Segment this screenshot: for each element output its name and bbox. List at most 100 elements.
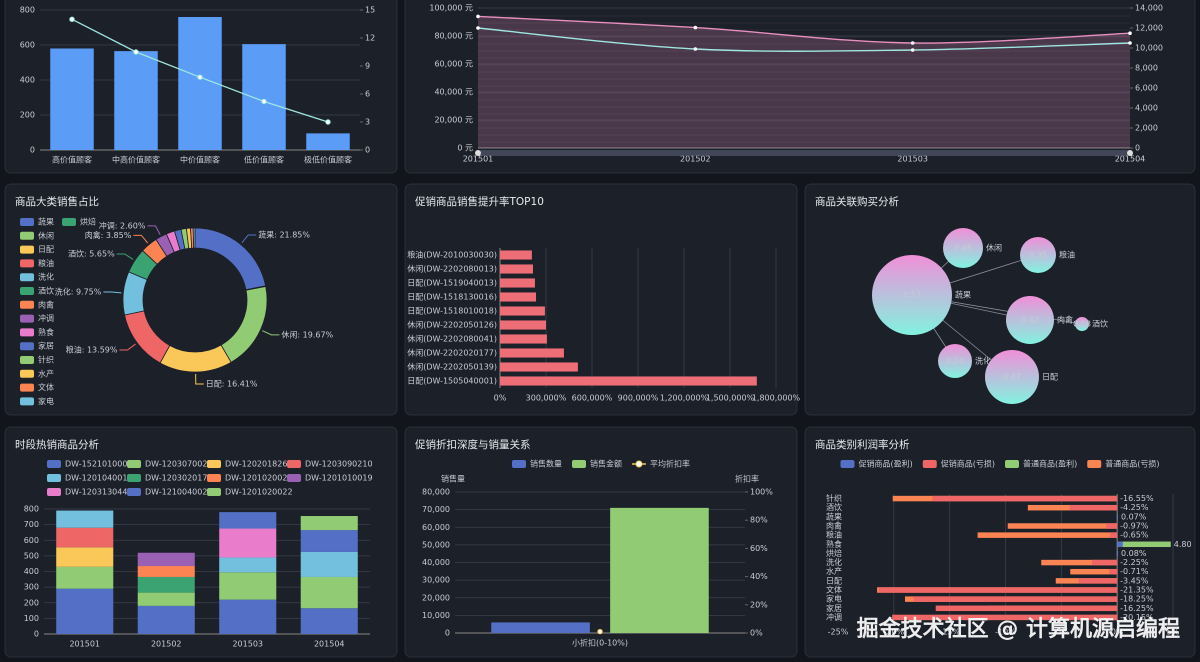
bar [219,599,277,634]
slice-label: 洗化: 9.75% [55,286,102,296]
legend-swatch [207,460,221,468]
bubble-value: 0.47 [1003,373,1021,382]
bubble [1006,296,1054,344]
bar [50,48,94,150]
y-tick-label: 10,000 [422,611,450,620]
legend-swatch [20,314,34,323]
y-tick-label: 休闲(DW-2202050126) [407,320,497,330]
bubble-value: 0.42 [1021,316,1039,325]
x-tick-label: 201504 [314,640,345,649]
y-tick-label: 70,000 [422,505,450,514]
bubble [1075,317,1089,331]
y-tick-label: 60,000 元 [434,60,473,69]
line-point [476,26,480,30]
legend-swatch [207,474,221,482]
y-tick-label: 700 [24,520,39,529]
legend-label: DW-1203070022 [145,460,213,469]
x-tick-label: 1,200,000% [660,394,709,403]
legend-swatch [20,287,34,295]
y-tick-label: 60,000 [422,523,450,532]
bar [500,292,537,302]
legend-swatch [62,218,76,226]
legend-label: 销售数量 [530,459,562,469]
y-tick-label: 休闲(DW-2202080013) [407,264,497,274]
panel [404,0,1196,174]
legend-label: 家居 [38,341,54,351]
x-tick-label: -10% [995,628,1016,637]
y-tick-label: 休闲(DW-2202050139) [407,362,497,372]
line-point [693,47,698,51]
x-tick-label: 201503 [897,155,928,164]
panel-title: 促销折扣深度与销量关系 [415,438,531,451]
bar [219,557,277,573]
bubble [943,228,983,268]
y2-tick-label: 3 [365,118,370,127]
bar [56,588,114,634]
y2-tick-label: 2,000 [1135,124,1158,133]
value-label: -21.35% [1120,586,1154,595]
legend-swatch [20,273,34,282]
y-tick-label: 300 [24,583,39,592]
legend-swatch [20,397,34,406]
bar [300,530,358,552]
panel [804,183,1196,416]
value-label: -16.25% [1120,604,1154,613]
y2-tick-label: 15 [365,6,375,15]
x-tick-label: -15% [939,628,960,637]
slice-label: 蔬果: 21.85% [258,230,310,240]
legend-swatch [20,328,34,337]
label-line [147,225,161,235]
line-point [69,16,75,23]
legend-label: DW-1201040010 [65,474,133,483]
legend-swatch [635,460,643,468]
bar [56,547,114,567]
bubble-value: 0.08 [1073,320,1091,329]
y-tick-label: 家电 [826,594,842,604]
legend-swatch [512,460,526,468]
legend-label: DW-1210040026 [145,488,213,497]
legend-swatch [127,488,141,496]
value-label: -20.15% [1120,613,1154,622]
y-tick-label: 休闲(DW-2202020177) [407,348,497,358]
bar [500,348,564,358]
bubble [938,344,972,378]
legend-swatch [20,342,34,351]
legend-label: DW-1203090210 [305,460,373,469]
x-tick-label: 201502 [680,155,711,164]
bubble-value: 0.24 [946,357,964,366]
label-line [103,291,122,294]
x-tick-label: 201502 [151,640,182,649]
legend-swatch [20,218,34,226]
node-label: 蔬果 [955,290,971,300]
data-zoom-handle [475,150,481,156]
bar [300,551,358,577]
bar [1109,568,1118,575]
legend-label: 销售金额 [590,459,622,469]
y2-tick-label: 6,000 [1135,84,1158,93]
legend-swatch [572,460,586,468]
bar [1069,504,1118,511]
bubble [985,350,1039,404]
y2-tick-label: 12 [365,34,375,43]
bubble [1020,237,1056,273]
slice-label: 休闲: 19.67% [281,329,333,339]
bar [1117,541,1171,548]
legend-swatch [1087,460,1102,468]
legend-label: DW-1202018267 [225,460,293,469]
legend-swatch [20,245,34,254]
x-tick-label: 201501 [463,155,494,164]
bar [1117,550,1119,557]
line-point [693,25,698,30]
data-zoom-handle [1127,150,1133,156]
x-tick-label: 201503 [232,640,263,649]
y-tick-label: 600 [20,41,35,50]
legend-label: 烘焙 [80,217,96,227]
bar [137,552,195,567]
node-label: 肉禽 [1057,315,1073,325]
y-tick-label: 400 [20,76,35,85]
y2-tick-label: 100% [750,488,773,497]
bar [500,250,532,260]
line-point [910,41,915,45]
watermark: 掘金技术社区 @ 计算机源启编程 [857,616,1180,642]
bubble [872,255,952,335]
